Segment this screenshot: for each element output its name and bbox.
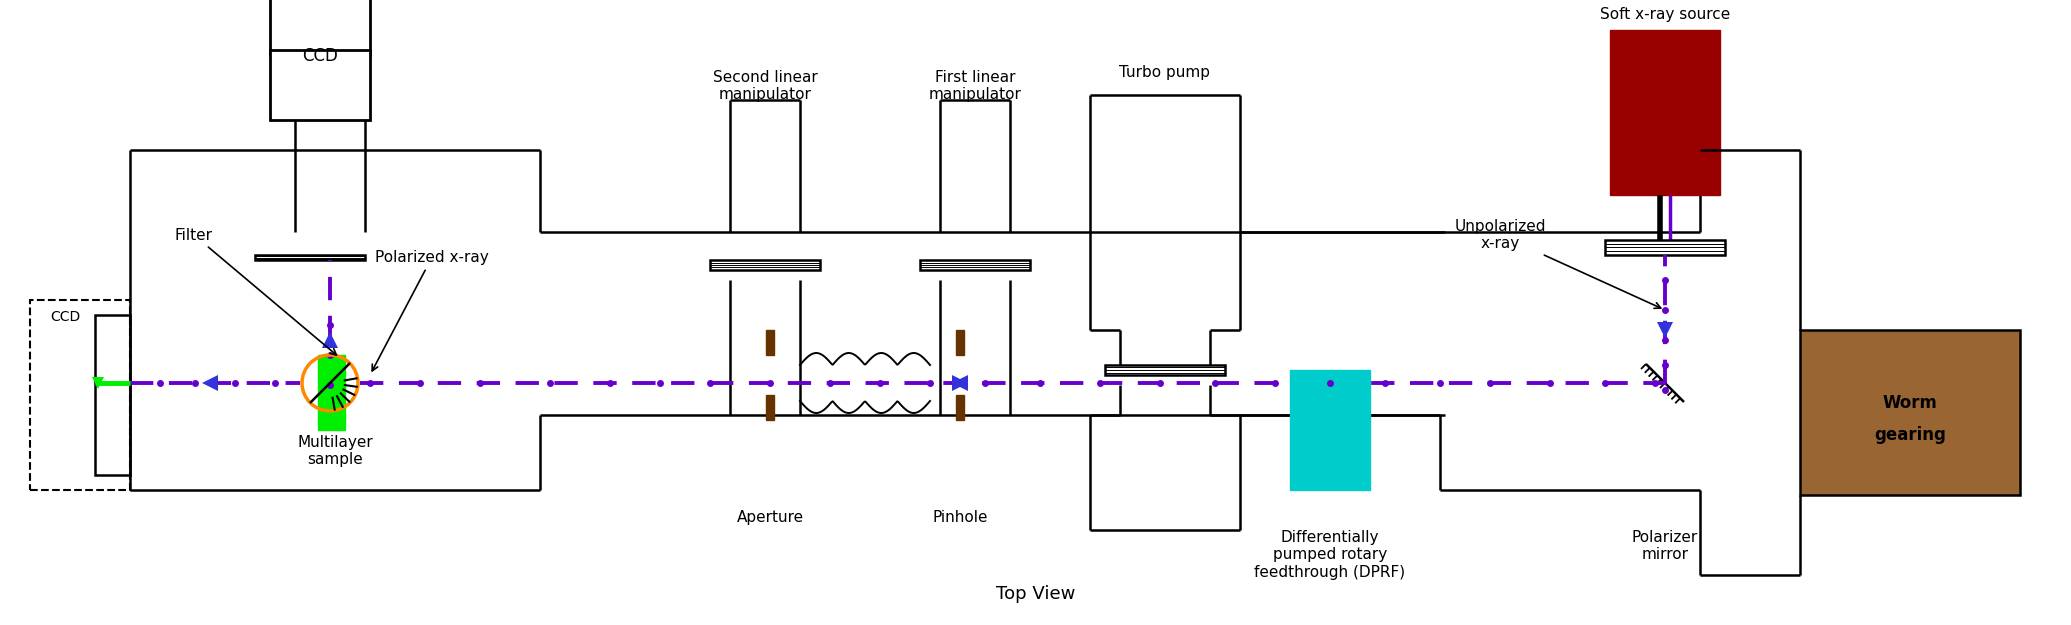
Text: Filter: Filter [176,228,336,355]
Text: Multilayer
sample: Multilayer sample [296,435,373,468]
Bar [957,330,963,355]
Text: Polarizer
mirror: Polarizer mirror [1632,530,1698,562]
Bar [1609,30,1721,195]
Text: Soft x-ray source: Soft x-ray source [1601,7,1729,22]
Bar [255,255,364,260]
Bar [1106,365,1226,375]
Text: Top View: Top View [996,585,1075,603]
Bar [920,260,1029,270]
Text: First linear
manipulator: First linear manipulator [928,70,1021,102]
Bar [269,50,371,120]
Bar [766,395,775,420]
Bar [1290,370,1371,490]
Bar [29,300,130,490]
Text: Unpolarized
x-ray: Unpolarized x-ray [1454,219,1661,308]
Bar [710,260,820,270]
Bar [957,395,963,420]
Text: Turbo pump: Turbo pump [1120,65,1212,80]
Text: Differentially
pumped rotary
feedthrough (DPRF): Differentially pumped rotary feedthrough… [1255,530,1406,580]
Text: Worm: Worm [1883,394,1938,411]
Text: Second linear
manipulator: Second linear manipulator [712,70,818,102]
Text: CCD: CCD [302,47,338,65]
Text: gearing: gearing [1874,426,1947,444]
Text: Polarized x-ray: Polarized x-ray [373,250,489,371]
Bar [269,0,371,55]
Bar [766,330,775,355]
Text: Aperture: Aperture [737,510,804,525]
Bar [95,315,130,475]
Bar [319,355,346,430]
Bar [1605,240,1725,255]
Bar [1800,330,2019,495]
Text: CCD: CCD [50,310,81,324]
Text: Pinhole: Pinhole [932,510,988,525]
